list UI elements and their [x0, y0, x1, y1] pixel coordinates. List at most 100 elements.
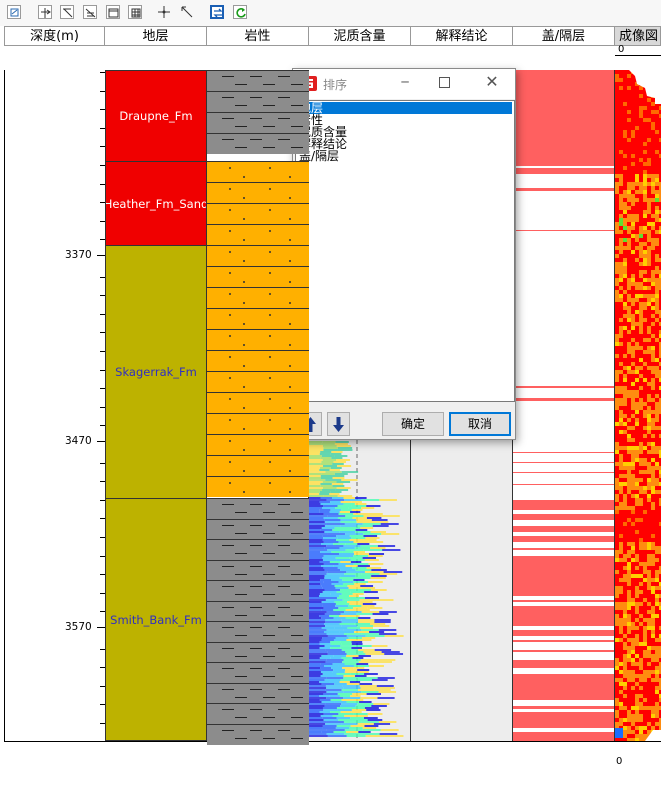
image-pixel: [627, 570, 631, 574]
formation-block[interactable]: Smith_Bank_Fm: [105, 498, 207, 741]
image-pixel: [615, 186, 619, 190]
formation-block[interactable]: Skagerrak_Fm: [105, 245, 207, 499]
header-lithology[interactable]: 岩性: [207, 26, 309, 46]
image-pixel: [659, 694, 661, 698]
image-pixel: [635, 618, 639, 622]
swap-icon[interactable]: [210, 5, 224, 19]
formation-block[interactable]: Heather_Fm_Sand: [105, 161, 207, 246]
image-pixel: [623, 246, 627, 250]
image-pixel: [615, 622, 619, 626]
header-interpretation[interactable]: 解释结论: [411, 26, 513, 46]
image-pixel: [619, 670, 623, 674]
image-pixel: [647, 286, 651, 290]
image-pixel: [639, 262, 643, 266]
formation-block[interactable]: Draupne_Fm: [105, 70, 207, 162]
sand-pattern-dot: [243, 344, 245, 346]
dialog-titlebar[interactable]: 排序 ─ ✕: [293, 69, 515, 99]
close-icon[interactable]: ✕: [485, 72, 499, 91]
image-pixel: [619, 318, 623, 322]
image-pixel: [631, 542, 635, 546]
image-pixel: [627, 670, 631, 674]
image-pixel: [627, 554, 631, 558]
list-item[interactable]: 解释结论: [299, 137, 348, 151]
window-icon[interactable]: [106, 5, 120, 19]
ok-button[interactable]: 确定: [382, 412, 444, 436]
shale-pattern-dash: [235, 533, 247, 534]
cancel-button[interactable]: 取消: [449, 412, 511, 436]
image-pixel: [615, 486, 619, 490]
image-pixel: [623, 218, 627, 222]
image-pixel: [615, 662, 619, 666]
image-pixel: [639, 470, 643, 474]
formation-label: Smith_Bank_Fm: [110, 612, 202, 627]
image-pixel: [655, 546, 659, 550]
header-formation[interactable]: 地层: [105, 26, 207, 46]
image-pixel: [659, 718, 661, 722]
image-pixel: [655, 686, 659, 690]
image-pixel: [631, 394, 635, 398]
image-pixel: [659, 634, 661, 638]
image-pixel: [619, 298, 623, 302]
image-pixel: [651, 474, 655, 478]
image-pixel: [635, 518, 639, 522]
image-pixel: [659, 482, 661, 486]
minimize-icon[interactable]: ─: [401, 75, 409, 89]
sand-pattern-dot: [269, 209, 271, 211]
image-pixel: [639, 374, 643, 378]
list-item[interactable]: 盖/隔层: [299, 149, 340, 163]
depth-tick: [100, 202, 105, 203]
image-pixel: [655, 338, 659, 342]
depth-tick: [100, 556, 105, 557]
image-pixel: [643, 162, 647, 166]
image-pixel: [615, 298, 619, 302]
header-shale-content[interactable]: 泥质含量: [309, 26, 411, 46]
image-pixel: [643, 598, 647, 602]
grid-icon[interactable]: [128, 5, 142, 19]
list-down-icon[interactable]: [83, 5, 97, 19]
image-pixel: [615, 590, 619, 594]
image-pixel: [623, 398, 627, 402]
image-pixel: [647, 210, 651, 214]
header-seal[interactable]: 盖/隔层: [513, 26, 615, 46]
image-pixel: [635, 718, 639, 722]
seal-band: [513, 472, 614, 473]
image-pixel: [651, 630, 655, 634]
image-pixel: [623, 378, 627, 382]
formation-label: Draupne_Fm: [119, 109, 193, 123]
zoom-fit-icon[interactable]: [7, 5, 21, 19]
list-item[interactable]: 泥质含量: [299, 125, 348, 139]
sand-pattern-dot: [243, 365, 245, 367]
image-pixel: [631, 162, 635, 166]
vertical-split-icon[interactable]: [38, 5, 52, 19]
image-pixel: [655, 298, 659, 302]
refresh-icon[interactable]: [233, 5, 247, 19]
image-pixel: [643, 618, 647, 622]
image-pixel: [647, 398, 651, 402]
formation-label: Skagerrak_Fm: [115, 365, 197, 379]
move-down-button[interactable]: [327, 412, 350, 436]
image-pixel: [631, 458, 635, 462]
diagonal-line-icon[interactable]: [180, 5, 194, 19]
crosshair-icon[interactable]: [157, 5, 171, 19]
image-pixel: [615, 614, 619, 618]
header-image[interactable]: 成像図: [615, 26, 661, 46]
image-pixel: [631, 646, 635, 650]
image-pixel: [627, 618, 631, 622]
image-pixel: [631, 650, 635, 654]
image-pixel: [659, 406, 661, 410]
image-pixel: [639, 330, 643, 334]
header-depth[interactable]: 深度(m): [4, 26, 105, 46]
image-pixel: [631, 482, 635, 486]
image-pixel: [655, 466, 659, 470]
sort-list[interactable]: 地层 岩性 泥质含量 解释结论 盖/隔层: [295, 100, 515, 402]
seal-band: [513, 536, 614, 542]
list-item[interactable]: 地层: [297, 102, 512, 114]
sand-pattern-dot: [289, 386, 291, 388]
image-pixel: [623, 314, 627, 318]
diagonal-cut-icon[interactable]: [60, 5, 74, 19]
shale-layer: [207, 519, 309, 540]
maximize-icon[interactable]: [439, 77, 450, 88]
image-pixel: [615, 338, 619, 342]
seal-band: [513, 484, 614, 485]
image-pixel: [627, 466, 631, 470]
